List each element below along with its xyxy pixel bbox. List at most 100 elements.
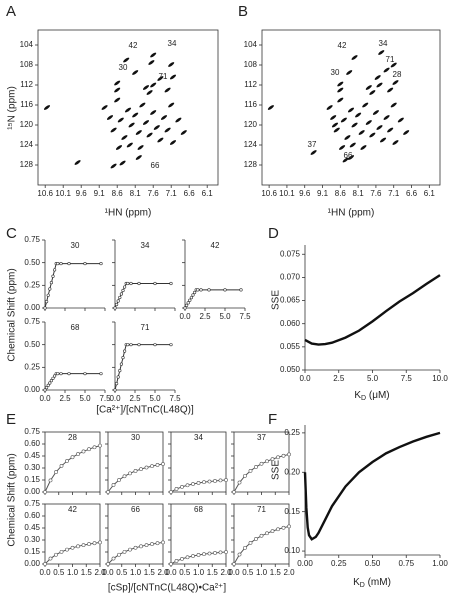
peak [358,130,365,135]
x-tick-label: 6.1 [202,189,214,198]
peak [387,127,394,133]
x-axis-label: KD (μM) [354,390,389,402]
data-point [128,471,132,476]
data-point [276,527,280,532]
x-tick-label: 1.5 [270,568,282,577]
y-tick-label: 0.00 [24,559,40,568]
data-point [287,452,291,457]
peak [365,120,372,125]
peak-label: 37 [308,140,317,149]
data-point [43,490,47,494]
data-point [76,452,80,456]
data-point [193,290,197,295]
data-point [113,306,117,310]
y-tick-label: 128 [244,160,258,169]
y-tick-label: 128 [20,160,34,169]
data-point [169,562,173,566]
data-point [67,372,71,376]
y-tick-label: 108 [20,60,34,69]
data-point [81,449,86,454]
peak [372,110,379,115]
y-tick-label: 116 [20,100,33,109]
peak [157,76,164,81]
y-tick-label: 0.50 [24,340,40,349]
x-tick-label: 0.0 [39,394,51,403]
peak [146,132,153,138]
x-tick-label: 9.1 [94,189,106,198]
data-point [99,372,103,376]
subplot-title: 30 [131,433,140,442]
y-tick-label: 0.075 [280,249,301,258]
x-tick-label: 0.5 [116,568,128,577]
data-point [128,547,132,552]
peak [164,127,171,133]
data-point [153,343,157,347]
peak-label: 34 [168,39,177,48]
data-point [44,300,49,304]
data-point [51,274,55,278]
data-point [174,559,179,563]
plot-frame [261,29,441,186]
y-tick-label: 0.25 [24,362,40,371]
x-tick-label: 0.75 [398,559,414,568]
data-point [191,482,195,486]
subplot-title: 71 [257,505,266,514]
data-point [117,478,121,482]
x-tick-label: 8.1 [353,189,365,198]
peak-label: 34 [379,39,388,48]
x-axis-label-part: K [354,390,361,401]
x-tick-label: 1.0 [67,568,79,577]
x-tick-label: 10.1 [55,189,71,198]
x-tick-label: 2.5 [199,312,211,321]
y-tick-label: 116 [244,100,257,109]
data-point [59,464,64,468]
y-tick-label: 0.75 [24,235,40,244]
data-line [44,445,101,493]
subplot-title: 30 [71,241,80,250]
x-tick-label: 10.6 [37,189,53,198]
peak-label: 42 [338,41,347,50]
peak [101,105,108,110]
peak [403,130,410,135]
data-point [155,463,160,467]
peak [360,145,367,150]
peak-label: 28 [393,70,402,79]
x-tick-label: 0.5 [242,568,254,577]
data-point [139,544,143,549]
peak [110,127,117,133]
data-point [70,455,75,460]
x-tick-label: 0.5 [179,568,191,577]
data-line [233,525,290,565]
x-tick-label: 7.1 [166,189,178,198]
x-tick-label: 0.0 [165,568,177,577]
data-point [150,464,154,469]
y-tick-label: 0.15 [24,547,40,556]
peak [135,155,142,160]
x-axis-label-part: (mM) [365,577,391,588]
subplot-title: 28 [68,433,77,442]
peak-label: 66 [151,161,160,170]
data-point [254,537,258,541]
y-axis-label: SSE [271,290,282,310]
peak [342,157,349,163]
x-tick-label: 0.25 [331,559,347,568]
data-point [106,490,110,494]
data-point [114,302,119,307]
peak-label: 71 [386,55,395,64]
x-tick-label: 7.5 [169,394,181,403]
x-tick-label: 1.5 [144,568,156,577]
peak [369,90,376,95]
peak [157,137,164,143]
data-point [118,295,122,300]
subplot-title: 34 [194,433,203,442]
data-point [218,478,223,483]
y-tick-label: 0.60 [24,511,40,520]
y-tick-label: 0.20 [284,467,300,476]
peak [168,102,175,108]
data-point [265,459,269,464]
x-tick-label: 5.0 [149,394,161,403]
data-point [224,550,228,554]
y-tick-label: 0.25 [24,280,40,289]
data-point [239,288,243,292]
data-point [248,468,253,473]
